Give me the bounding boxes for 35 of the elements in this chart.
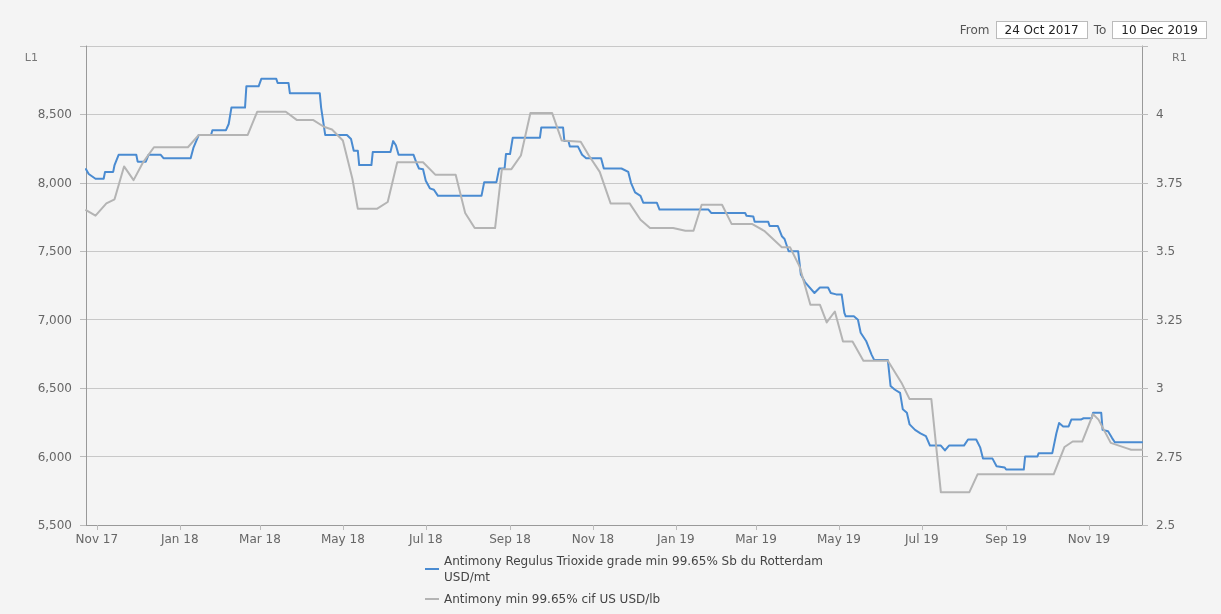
y-tick-label: 8,000 bbox=[37, 175, 72, 190]
x-tick-label: Sep 19 bbox=[985, 532, 1027, 546]
y2-tick-label: 4 bbox=[1156, 107, 1164, 122]
y-tick-label: 5,500 bbox=[37, 518, 72, 532]
y-tick-label: 6,500 bbox=[37, 381, 72, 396]
y-axis-title: L1 bbox=[24, 51, 38, 64]
x-tick-label: Mar 18 bbox=[239, 532, 281, 546]
x-tick-label: May 18 bbox=[320, 532, 365, 546]
x-tick-label: Jan 19 bbox=[656, 532, 695, 546]
y-tick-label: 6,000 bbox=[37, 449, 72, 464]
x-tick-label: Nov 17 bbox=[75, 532, 119, 546]
y-tick-label: 7,500 bbox=[37, 244, 72, 259]
x-tick-label: Nov 19 bbox=[1067, 532, 1111, 546]
y2-tick-label: 2.75 bbox=[1156, 449, 1183, 464]
x-tick-label: Mar 19 bbox=[735, 532, 777, 546]
y2-tick-label: 2.5 bbox=[1156, 518, 1176, 532]
x-tick-label: Nov 18 bbox=[571, 532, 615, 546]
x-tick-label: Jul 19 bbox=[904, 532, 939, 546]
y2-tick-label: 3.5 bbox=[1156, 244, 1176, 259]
legend-label: Antimony Regulus Trioxide grade min 99.65% Sb du Rotterdam USD/mt bbox=[444, 554, 827, 584]
x-tick-label: Jan 18 bbox=[159, 532, 199, 546]
x-tick-label: May 19 bbox=[816, 532, 861, 546]
date-field: 10 Dec 2019 bbox=[1112, 21, 1207, 39]
y-tick-label: 7,000 bbox=[37, 312, 72, 327]
y-tick-label: 8,500 bbox=[37, 107, 72, 122]
legend-label: Antimony min 99.65% cif US USD/lb bbox=[444, 592, 661, 606]
y2-axis-title: R1 bbox=[1172, 51, 1187, 64]
date-field: 24 Oct 2017 bbox=[995, 21, 1088, 39]
y2-tick-label: 3.25 bbox=[1156, 312, 1183, 327]
y2-tick-label: 3 bbox=[1156, 381, 1164, 396]
text: To bbox=[1093, 23, 1107, 37]
y2-tick-label: 3.75 bbox=[1156, 175, 1183, 190]
x-tick-label: Sep 18 bbox=[489, 532, 531, 546]
text: From bbox=[959, 23, 990, 37]
x-tick-label: Jul 18 bbox=[407, 532, 443, 546]
